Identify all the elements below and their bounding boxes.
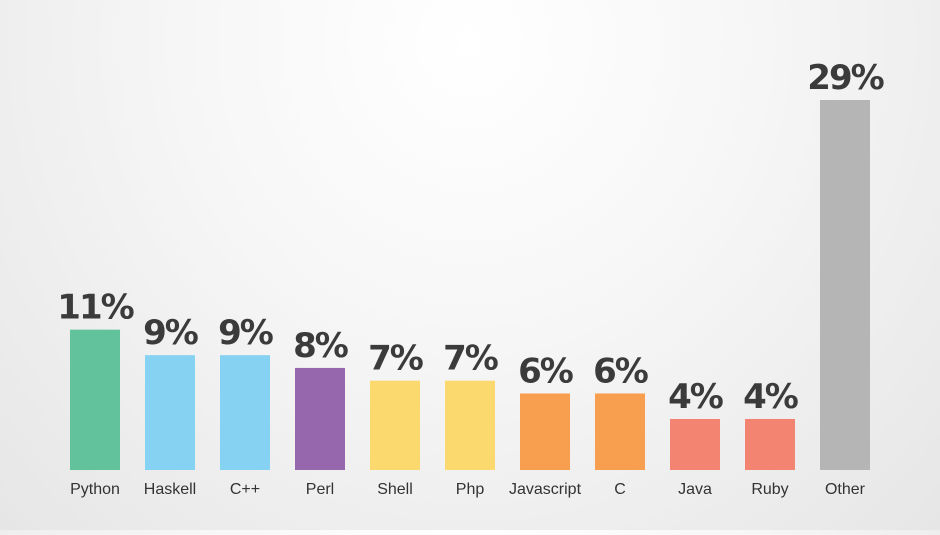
category-label-other: Other xyxy=(825,481,866,498)
category-label-haskell: Haskell xyxy=(144,481,196,498)
bar-python xyxy=(70,329,120,470)
bar-ruby xyxy=(745,418,795,470)
bar-javascript xyxy=(520,393,570,470)
category-label-perl: Perl xyxy=(306,481,334,498)
bar-perl xyxy=(295,367,345,470)
value-label-haskell: 9% xyxy=(143,313,198,353)
value-label-ruby: 4% xyxy=(743,377,798,417)
value-label-cpp: 9% xyxy=(218,313,273,353)
value-label-java: 4% xyxy=(668,377,723,417)
bar-php xyxy=(445,380,495,470)
value-labels-layer: 11%9% 9% 8% 7% 7% 6% 6%4% 4%29% xyxy=(57,58,885,417)
category-label-shell: Shell xyxy=(377,481,413,498)
value-label-shell: 7% xyxy=(368,339,423,379)
bar-shell xyxy=(370,380,420,470)
bars-layer xyxy=(70,100,870,470)
bar-cpp xyxy=(220,355,270,470)
value-label-python: 11% xyxy=(57,288,133,328)
bar-java xyxy=(670,418,720,470)
bar-c xyxy=(595,393,645,470)
category-label-cpp: C++ xyxy=(230,481,260,498)
bar-haskell xyxy=(145,355,195,470)
category-label-java: Java xyxy=(678,481,712,498)
category-label-c: C xyxy=(614,481,626,498)
category-label-python: Python xyxy=(70,481,120,498)
category-labels-layer: Python Haskell C++ Perl Shell Php Javascript C J… xyxy=(70,481,866,498)
category-label-php: Php xyxy=(456,481,485,498)
value-label-php: 7% xyxy=(443,339,498,379)
bar-other xyxy=(820,100,870,470)
category-label-ruby: Ruby xyxy=(751,481,788,498)
category-label-javascript: Javascript xyxy=(509,481,582,498)
value-label-javascript: 6% xyxy=(518,351,573,391)
value-label-perl: 8% xyxy=(293,326,348,366)
value-label-other: 29% xyxy=(807,58,883,98)
value-label-c: 6% xyxy=(593,351,648,391)
